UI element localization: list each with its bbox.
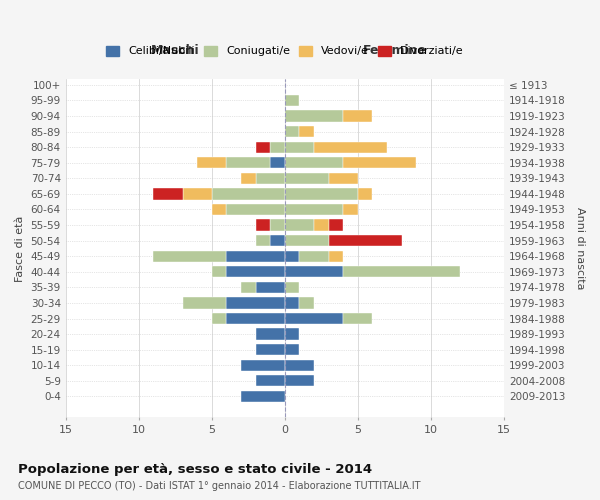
Bar — [241, 360, 285, 371]
Bar — [241, 391, 285, 402]
Bar — [256, 344, 285, 356]
Bar — [226, 313, 285, 324]
Bar — [226, 157, 270, 168]
Bar — [343, 204, 358, 215]
Bar — [285, 266, 343, 278]
Bar — [329, 235, 401, 246]
Bar — [343, 313, 373, 324]
Bar — [182, 188, 212, 200]
Bar — [285, 344, 299, 356]
Bar — [358, 188, 373, 200]
Bar — [314, 142, 387, 153]
Bar — [343, 157, 416, 168]
Bar — [285, 95, 299, 106]
Bar — [285, 360, 314, 371]
Y-axis label: Fasce di età: Fasce di età — [15, 215, 25, 282]
Bar — [256, 172, 285, 184]
Bar — [212, 204, 226, 215]
Bar — [314, 220, 329, 230]
Bar — [343, 266, 460, 278]
Bar — [256, 142, 270, 153]
Y-axis label: Anni di nascita: Anni di nascita — [575, 207, 585, 290]
Bar — [256, 282, 285, 293]
Bar — [343, 110, 373, 122]
Bar — [256, 220, 270, 230]
Bar — [270, 235, 285, 246]
Bar — [285, 235, 329, 246]
Bar — [226, 298, 285, 308]
Bar — [285, 282, 299, 293]
Bar — [154, 250, 226, 262]
Bar — [270, 220, 285, 230]
Text: Femmine: Femmine — [362, 44, 427, 57]
Bar — [285, 126, 299, 137]
Bar — [329, 172, 358, 184]
Text: Maschi: Maschi — [151, 44, 200, 57]
Bar — [256, 328, 285, 340]
Bar — [299, 250, 329, 262]
Bar — [212, 266, 226, 278]
Bar — [285, 220, 314, 230]
Bar — [329, 220, 343, 230]
Bar — [285, 328, 299, 340]
Bar — [285, 250, 299, 262]
Bar — [256, 375, 285, 386]
Bar — [285, 188, 358, 200]
Bar — [329, 250, 343, 262]
Bar — [285, 110, 343, 122]
Bar — [197, 157, 226, 168]
Bar — [212, 188, 285, 200]
Bar — [212, 313, 226, 324]
Bar — [285, 142, 314, 153]
Bar — [285, 375, 314, 386]
Bar — [285, 313, 343, 324]
Bar — [285, 172, 329, 184]
Bar — [270, 157, 285, 168]
Bar — [241, 172, 256, 184]
Bar — [154, 188, 182, 200]
Bar — [226, 250, 285, 262]
Bar — [285, 157, 343, 168]
Text: Popolazione per età, sesso e stato civile - 2014: Popolazione per età, sesso e stato civil… — [18, 462, 372, 475]
Bar — [241, 282, 256, 293]
Bar — [182, 298, 226, 308]
Bar — [285, 298, 299, 308]
Bar — [226, 266, 285, 278]
Bar — [270, 142, 285, 153]
Legend: Celibi/Nubili, Coniugati/e, Vedovi/e, Divorziati/e: Celibi/Nubili, Coniugati/e, Vedovi/e, Di… — [101, 41, 468, 61]
Bar — [226, 204, 285, 215]
Bar — [285, 204, 343, 215]
Bar — [299, 126, 314, 137]
Bar — [256, 235, 270, 246]
Bar — [299, 298, 314, 308]
Text: COMUNE DI PECCO (TO) - Dati ISTAT 1° gennaio 2014 - Elaborazione TUTTITALIA.IT: COMUNE DI PECCO (TO) - Dati ISTAT 1° gen… — [18, 481, 421, 491]
